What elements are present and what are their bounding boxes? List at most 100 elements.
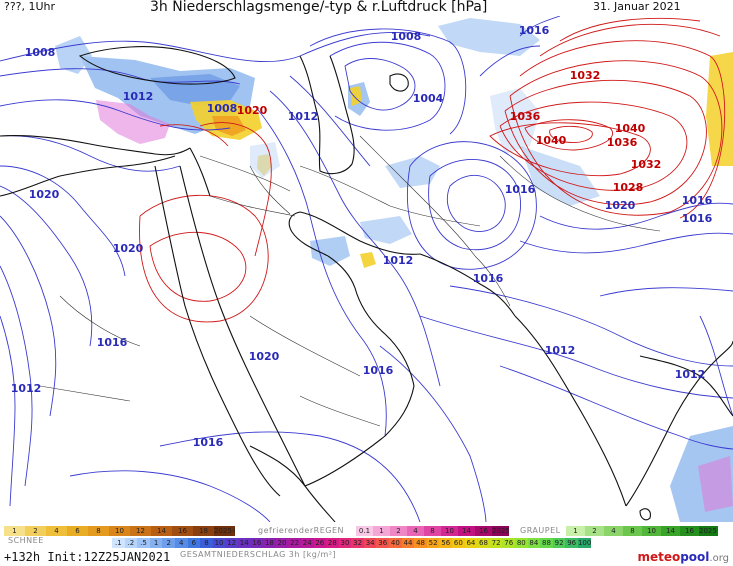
legend-cell: 6 — [67, 526, 88, 536]
legend-cell: 1 — [4, 526, 25, 536]
coast-aral — [389, 73, 409, 92]
legend-cell: 76 — [502, 538, 515, 548]
coast-north-africa — [0, 155, 176, 197]
legend-cell: 20 — [275, 538, 289, 548]
pressure-label: 1036 — [607, 136, 638, 149]
legend-cell: 2025+ — [214, 526, 235, 536]
pressure-label: 1016 — [682, 194, 713, 207]
brand-logo[interactable]: meteopool.org — [637, 550, 729, 564]
legend-cell: 10 — [109, 526, 130, 536]
legend-cell: 2 — [390, 526, 407, 536]
legend-cell: 2 — [25, 526, 46, 536]
legend-cell: 10 — [212, 538, 226, 548]
valid-date: 31. Januar 2021 — [593, 0, 681, 13]
brand-part-b: pool — [680, 550, 710, 564]
pressure-label: 1020 — [237, 104, 268, 117]
pressure-label: 1028 — [613, 181, 644, 194]
precip-orange-levant — [212, 116, 246, 136]
pressure-label: 1032 — [570, 69, 601, 82]
coastlines — [0, 46, 733, 522]
pressure-label: 1040 — [615, 122, 646, 135]
pressure-label: 1020 — [605, 199, 636, 212]
legend-cell: 40 — [389, 538, 402, 548]
legend-cell: 1 — [373, 526, 390, 536]
legend-cell: 2025+ — [492, 526, 509, 536]
legend-cell: 52 — [426, 538, 440, 548]
init-time: +132h Init:12Z25JAN2021 — [4, 550, 171, 564]
precip-blue-tarim — [490, 88, 540, 154]
pressure-label: 1016 — [682, 212, 713, 225]
precip-blue-iran — [385, 156, 440, 188]
coast-arabian-south — [304, 385, 415, 487]
legend-cell: 96 — [565, 538, 578, 548]
coast-red-sea-west — [154, 165, 281, 497]
pressure-label: 1012 — [11, 382, 42, 395]
legend-cell: 8 — [200, 538, 213, 548]
pressure-label: 1040 — [536, 134, 567, 147]
legend-cell: 14 — [661, 526, 680, 536]
legend-cell: 2 — [585, 526, 604, 536]
pressure-label: 1008 — [25, 46, 56, 59]
snow-label: SCHNEE — [8, 536, 44, 545]
legend-cell: 2 — [162, 538, 175, 548]
legend-cell: 8 — [88, 526, 109, 536]
precip-blue-gulf — [310, 236, 350, 266]
legend-cell: 72 — [489, 538, 503, 548]
legend-cell: 64 — [464, 538, 478, 548]
pressure-label: 1016 — [519, 24, 550, 37]
legend-cell: 10 — [441, 526, 458, 536]
legend-cell: 16 — [475, 526, 492, 536]
coast-india-west — [514, 315, 627, 507]
chart-title: 3h Niederschlagsmenge/-typ & r.Luftdruck… — [150, 0, 488, 15]
legend-cell: .1 — [112, 538, 125, 548]
legend-cell: .5 — [137, 538, 150, 548]
coast-mediterranean — [0, 134, 191, 156]
coast-africa-horn — [249, 445, 336, 522]
legend-cell: 14 — [151, 526, 172, 536]
legend-cell: 12 — [130, 526, 151, 536]
precip-magenta-med — [96, 100, 170, 144]
legend-cell: 34 — [363, 538, 377, 548]
coast-bay-of-bengal — [639, 355, 733, 417]
pressure-label: 1016 — [473, 272, 504, 285]
pressure-label: 1020 — [249, 350, 280, 363]
legend-cell: 8 — [424, 526, 441, 536]
legend-cell: 18 — [263, 538, 276, 548]
coast-sri-lanka — [639, 508, 651, 521]
precip-blue-gulf-east — [250, 142, 280, 178]
legend-cell: 56 — [439, 538, 453, 548]
coast-india-east — [625, 340, 733, 507]
brand-part-a: meteo — [637, 550, 681, 564]
precip-magenta-indochina — [698, 456, 733, 512]
precip-blue-tibet — [520, 146, 600, 206]
coast-arabian-east — [327, 255, 415, 387]
total-precip-label: GESAMTNIEDERSCHLAG 3h [kg/m²] — [180, 550, 337, 559]
brand-part-c: .org — [709, 553, 729, 564]
pressure-label: 1020 — [29, 188, 60, 201]
precip-blue-turkestan — [438, 18, 540, 56]
pressure-label: 1012 — [383, 254, 414, 267]
legend-cell: 36 — [376, 538, 390, 548]
coast-caspian — [299, 55, 355, 175]
total-precip-legend: .1.2.5 1 2 4 6 8 10 12 14 16 18 20 22 24 26 28 30 32 34 36 4… — [112, 538, 591, 548]
freezing-rain-label: gefrierenderREGEN — [258, 526, 344, 535]
coast-red-sea-east — [179, 165, 306, 487]
legend-cell: 14 — [237, 538, 251, 548]
legend-cell: 4 — [407, 526, 424, 536]
high-isobars — [139, 17, 726, 323]
legend-cell: 16 — [250, 538, 264, 548]
legend-cell: 68 — [477, 538, 490, 548]
pressure-label: 1016 — [363, 364, 394, 377]
header: ???, 1Uhr 3h Niederschlagsmenge/-typ & r… — [0, 0, 733, 16]
legend-cell: 1 — [149, 538, 163, 548]
legend-cell: 60 — [452, 538, 465, 548]
legend-cell: 14 — [458, 526, 475, 536]
precip-blue-aegean — [55, 36, 92, 74]
legend-cell: 0.1 — [356, 526, 373, 536]
pressure-label: 1008 — [391, 30, 422, 43]
pressure-label: 1016 — [505, 183, 536, 196]
pressure-label: 1012 — [545, 344, 576, 357]
